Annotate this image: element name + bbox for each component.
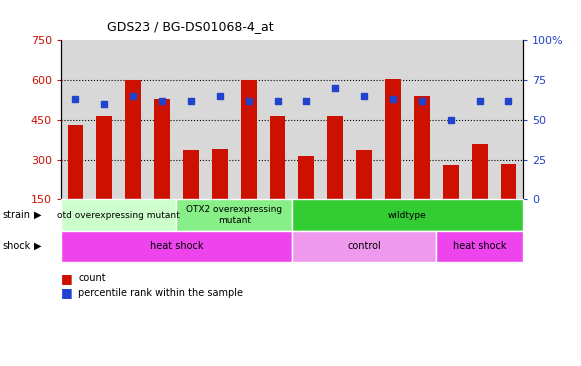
Text: strain: strain: [3, 210, 31, 220]
Text: otd overexpressing mutant: otd overexpressing mutant: [58, 210, 180, 220]
Point: [273, 98, 282, 104]
Bar: [67, 125, 84, 199]
Bar: [61, 199, 177, 231]
Point: [302, 98, 311, 104]
Point: [157, 98, 167, 104]
Point: [360, 93, 369, 99]
Point: [417, 98, 426, 104]
Bar: [472, 144, 487, 199]
Point: [446, 117, 456, 123]
Text: control: control: [347, 241, 381, 251]
Point: [100, 101, 109, 107]
Text: count: count: [78, 273, 106, 283]
Text: OTX2 overexpressing
mutant: OTX2 overexpressing mutant: [186, 205, 282, 225]
Bar: [270, 116, 285, 199]
Point: [504, 98, 513, 104]
Bar: [500, 164, 517, 199]
Bar: [385, 79, 401, 199]
Point: [475, 98, 484, 104]
Bar: [436, 231, 523, 262]
Bar: [327, 116, 343, 199]
Bar: [183, 150, 199, 199]
Text: GDS23 / BG-DS01068-4_at: GDS23 / BG-DS01068-4_at: [107, 20, 274, 33]
Text: ■: ■: [61, 272, 73, 285]
Bar: [125, 80, 141, 199]
Point: [331, 85, 340, 91]
Bar: [212, 149, 228, 199]
Point: [71, 96, 80, 102]
Point: [128, 93, 138, 99]
Text: shock: shock: [3, 241, 31, 251]
Bar: [241, 80, 257, 199]
Bar: [154, 98, 170, 199]
Bar: [292, 231, 436, 262]
Text: percentile rank within the sample: percentile rank within the sample: [78, 288, 243, 298]
Text: wildtype: wildtype: [388, 210, 427, 220]
Bar: [299, 156, 314, 199]
Text: ▶: ▶: [34, 210, 41, 220]
Bar: [443, 165, 458, 199]
Point: [187, 98, 196, 104]
Point: [388, 96, 397, 102]
Text: heat shock: heat shock: [150, 241, 203, 251]
Bar: [356, 150, 372, 199]
Bar: [61, 231, 292, 262]
Bar: [177, 199, 292, 231]
Bar: [96, 116, 112, 199]
Point: [215, 93, 224, 99]
Text: ■: ■: [61, 286, 73, 299]
Bar: [292, 199, 523, 231]
Text: heat shock: heat shock: [453, 241, 507, 251]
Point: [244, 98, 253, 104]
Text: ▶: ▶: [34, 241, 41, 251]
Bar: [414, 96, 430, 199]
